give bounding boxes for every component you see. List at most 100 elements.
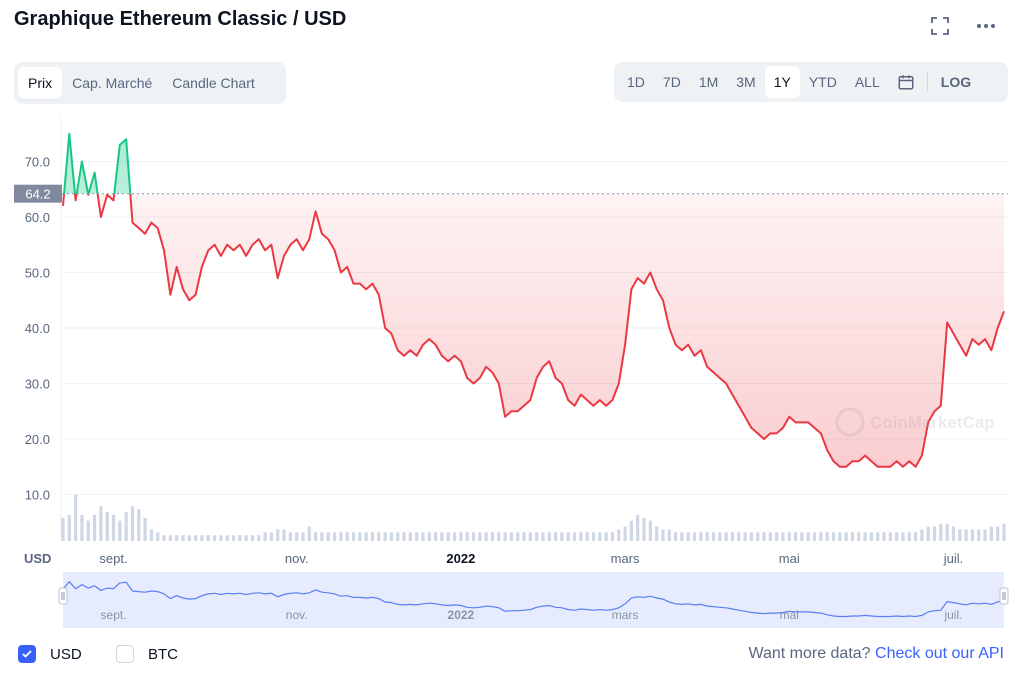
log-scale-button[interactable]: LOG (940, 74, 972, 90)
range-1m[interactable]: 1M (698, 74, 719, 90)
navigator-tick-label: mars (612, 608, 639, 622)
volume-bar (572, 532, 577, 541)
tab-cap-marche[interactable]: Cap. Marché (72, 75, 153, 91)
watermark-logo-icon (835, 407, 865, 437)
volume-bar (566, 532, 570, 541)
volume-bar (793, 532, 798, 541)
volume-bar (705, 532, 709, 541)
btc-label: BTC (148, 645, 178, 663)
volume-bar (522, 532, 526, 541)
volume-bar (111, 514, 116, 541)
reference-badge (14, 184, 62, 203)
volume-bar (926, 526, 930, 541)
volume-bar (137, 509, 141, 541)
volume-bar (421, 532, 425, 541)
calendar-icon[interactable] (889, 66, 923, 98)
volume-bar (225, 535, 229, 541)
volume-bar (718, 532, 722, 541)
tab-candle-chart[interactable]: Candle Chart (172, 75, 255, 91)
volume-bar (825, 532, 829, 541)
volume-bar (358, 532, 362, 541)
api-promo: Want more data? Check out our API (748, 645, 1004, 663)
volume-bar (819, 532, 823, 541)
navigator-tick-label: 2022 (448, 608, 475, 622)
chart-type-tabs: Prix Cap. Marché Candle Chart (14, 62, 286, 104)
volume-bar (623, 526, 627, 541)
volume-bar (699, 532, 703, 541)
navigator-handle[interactable] (58, 587, 68, 605)
expand-icon[interactable] (928, 14, 952, 38)
y-tick-label: 30.0 (25, 377, 50, 392)
volume-bar (314, 532, 318, 541)
range-ytd[interactable]: YTD (808, 74, 837, 90)
price-line-down (62, 193, 1005, 468)
volume-bar (768, 532, 772, 541)
volume-bar (686, 532, 690, 541)
volume-bar (869, 532, 873, 541)
volume-bar (762, 532, 766, 541)
api-link[interactable]: Check out our API (875, 645, 1004, 662)
volume-bar (162, 535, 166, 541)
volume-bar (516, 532, 520, 541)
volume-bar (295, 532, 299, 541)
volume-bar (446, 532, 450, 541)
volume-bar (528, 532, 532, 541)
navigator-handle[interactable] (999, 587, 1009, 605)
tab-prix[interactable]: Prix (18, 67, 63, 99)
volume-bar (775, 532, 779, 541)
volume-bar (326, 532, 330, 541)
volume-bar (364, 532, 368, 541)
volume-bar (831, 532, 836, 541)
volume-bar (863, 532, 867, 541)
volume-bar (219, 535, 223, 541)
range-1y[interactable]: 1Y (764, 66, 800, 98)
volume-bar (812, 532, 817, 541)
volume-bar (175, 535, 179, 541)
volume-bar (901, 532, 905, 541)
checkbox-unchecked-icon[interactable] (116, 645, 134, 663)
volume-bar (787, 532, 791, 541)
volume-bar (124, 512, 128, 541)
price-chart[interactable]: 10.0 20.0 30.0 40.0 50.0 60.0 70.0 64.2 CoinMark… (0, 108, 1024, 633)
y-tick-label: 20.0 (25, 432, 50, 447)
more-dots-icon[interactable] (974, 14, 998, 38)
volume-bar (579, 532, 583, 541)
volume-bar (642, 517, 646, 541)
volume-bar (604, 532, 608, 541)
volume-bar (857, 532, 861, 541)
volume-bar (105, 512, 109, 541)
x-tick-label: juil. (943, 551, 964, 566)
currency-axis-label: USD (24, 551, 51, 566)
volume-bar (547, 532, 551, 541)
volume-bar (168, 535, 172, 541)
x-tick-label: nov. (285, 551, 309, 566)
usd-checkbox[interactable]: USD (18, 645, 82, 663)
volume-bar (238, 535, 242, 541)
volume-bar (307, 526, 311, 541)
volume-bar (661, 529, 665, 541)
navigator-line (62, 580, 1005, 618)
volume-bar (156, 532, 160, 541)
range-all[interactable]: ALL (854, 74, 880, 90)
volume-bar (756, 532, 760, 541)
volume-bar (206, 535, 210, 541)
volume-bar (806, 532, 810, 541)
volume-bar (585, 532, 589, 541)
volume-bar (970, 529, 975, 541)
volume-bar (888, 532, 892, 541)
range-1d[interactable]: 1D (627, 74, 645, 90)
volume-bar (996, 526, 1000, 541)
volume-bar (913, 532, 918, 541)
volume-bar (396, 532, 400, 541)
range-3m[interactable]: 3M (736, 74, 756, 90)
volume-bar (724, 532, 728, 541)
navigator-tick-label: nov. (286, 608, 308, 622)
volume-bar (61, 517, 65, 541)
volume-bar (781, 532, 785, 541)
volume-bar (920, 529, 924, 541)
range-7d[interactable]: 7D (662, 74, 681, 90)
volume-bar (673, 532, 678, 541)
volume-bar (440, 532, 444, 541)
btc-checkbox[interactable]: BTC (116, 645, 178, 663)
checkbox-checked-icon[interactable] (18, 645, 36, 663)
